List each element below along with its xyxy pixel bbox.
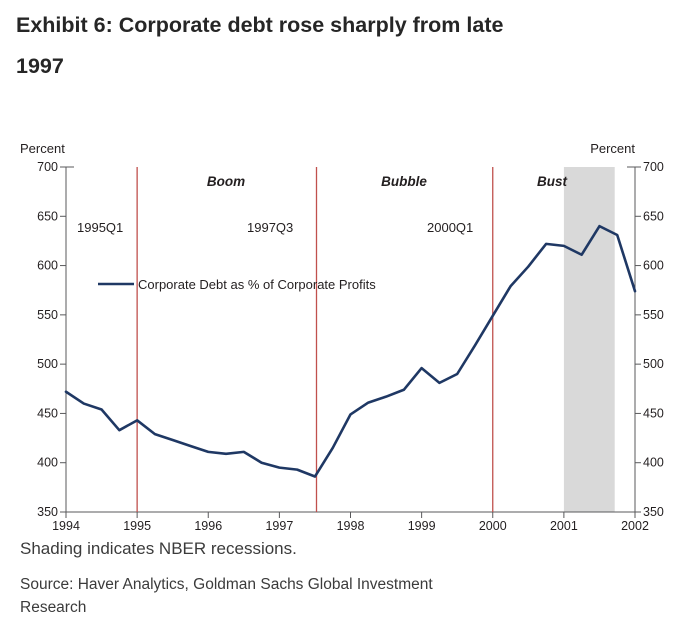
svg-text:400: 400 xyxy=(37,456,58,470)
svg-text:450: 450 xyxy=(643,406,664,420)
svg-text:2001: 2001 xyxy=(550,519,578,533)
svg-text:1995Q1: 1995Q1 xyxy=(77,220,123,235)
svg-text:Bust: Bust xyxy=(537,174,568,189)
svg-text:Corporate Debt as % of Corpora: Corporate Debt as % of Corporate Profits xyxy=(138,277,376,292)
svg-text:500: 500 xyxy=(37,357,58,371)
svg-text:500: 500 xyxy=(643,357,664,371)
svg-text:650: 650 xyxy=(37,209,58,223)
svg-text:1995: 1995 xyxy=(123,519,151,533)
svg-text:Percent: Percent xyxy=(590,141,635,156)
svg-text:700: 700 xyxy=(643,160,664,174)
svg-text:550: 550 xyxy=(37,308,58,322)
svg-text:2000: 2000 xyxy=(479,519,507,533)
svg-text:1997: 1997 xyxy=(265,519,293,533)
svg-text:450: 450 xyxy=(37,406,58,420)
svg-text:550: 550 xyxy=(643,308,664,322)
svg-text:Boom: Boom xyxy=(207,174,245,189)
svg-text:1996: 1996 xyxy=(194,519,222,533)
svg-text:2002: 2002 xyxy=(621,519,649,533)
svg-text:350: 350 xyxy=(37,505,58,519)
svg-text:Percent: Percent xyxy=(20,141,65,156)
svg-text:600: 600 xyxy=(37,259,58,273)
svg-text:Bubble: Bubble xyxy=(381,174,427,189)
svg-text:650: 650 xyxy=(643,209,664,223)
svg-text:2000Q1: 2000Q1 xyxy=(427,220,473,235)
svg-text:600: 600 xyxy=(643,259,664,273)
svg-text:350: 350 xyxy=(643,505,664,519)
svg-text:1998: 1998 xyxy=(337,519,365,533)
svg-text:1997Q3: 1997Q3 xyxy=(247,220,293,235)
svg-text:400: 400 xyxy=(643,456,664,470)
svg-text:1999: 1999 xyxy=(408,519,436,533)
svg-text:1994: 1994 xyxy=(52,519,80,533)
svg-text:700: 700 xyxy=(37,160,58,174)
